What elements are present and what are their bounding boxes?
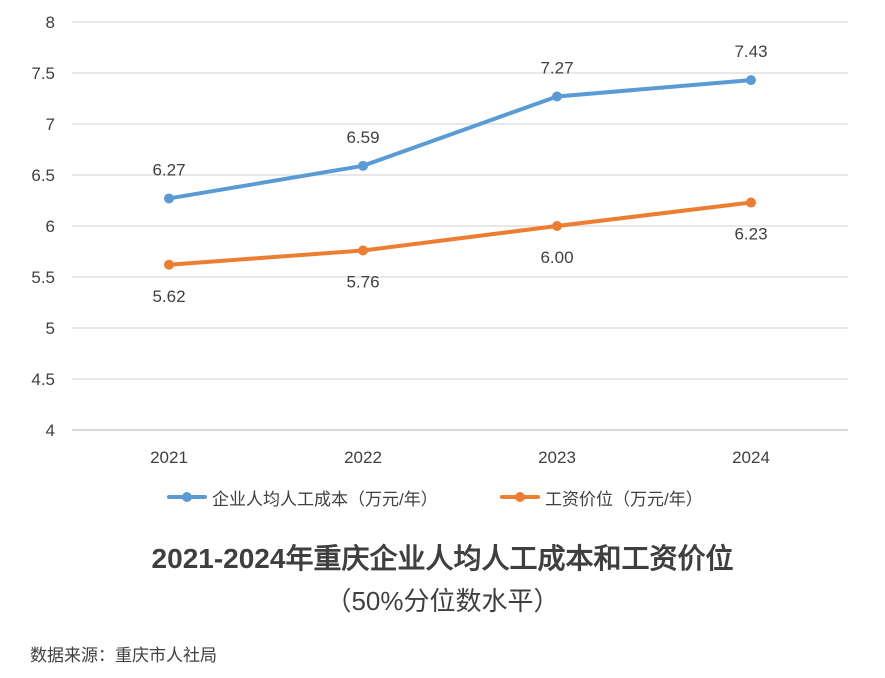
legend-marker-wage-level <box>500 486 540 508</box>
data-label: 6.27 <box>152 160 185 179</box>
x-tick-label: 2021 <box>150 448 188 467</box>
x-tick-label: 2022 <box>344 448 382 467</box>
y-tick-label: 7 <box>46 115 55 134</box>
data-label: 5.62 <box>152 287 185 306</box>
data-label: 7.43 <box>734 42 767 61</box>
x-tick-label: 2024 <box>732 448 770 467</box>
y-tick-label: 5 <box>46 319 55 338</box>
legend-label-labor-cost: 企业人均人工成本（万元/年） <box>212 489 438 509</box>
axis-labels: 8 7.5 7 6.5 6 5.5 5 4.5 4 2021 2022 2023 2024 <box>31 13 770 467</box>
data-label: 5.76 <box>346 272 379 291</box>
data-labels: 6.27 6.59 7.27 7.43 5.62 5.76 6.00 6.23 <box>152 42 767 306</box>
data-label: 6.00 <box>540 248 573 267</box>
data-point <box>552 221 562 231</box>
chart-title: 2021-2024年重庆企业人均人工成本和工资价位 <box>151 543 734 574</box>
y-tick-label: 6 <box>46 217 55 236</box>
data-point <box>164 193 174 204</box>
chart-subtitle: （50%分位数水平） <box>325 586 560 616</box>
legend-label-wage-level: 工资价位（万元/年） <box>545 489 703 509</box>
data-label: 6.23 <box>734 225 767 244</box>
series <box>164 75 756 270</box>
data-label: 6.59 <box>346 128 379 147</box>
y-tick-label: 4.5 <box>31 370 55 389</box>
series-line-0 <box>167 78 753 201</box>
gridlines <box>72 21 848 431</box>
source-note: 数据来源：重庆市人社局 <box>30 646 217 665</box>
data-point <box>746 75 756 86</box>
y-tick-label: 5.5 <box>31 268 55 287</box>
y-tick-label: 8 <box>46 13 55 32</box>
x-tick-label: 2023 <box>538 448 576 467</box>
data-point <box>746 197 756 208</box>
legend-item-wage-level: 工资价位（万元/年） <box>500 486 703 509</box>
series-line-1 <box>167 200 753 267</box>
data-point <box>358 245 368 256</box>
y-tick-label: 7.5 <box>31 64 55 83</box>
data-label: 7.27 <box>540 58 573 77</box>
data-point <box>164 259 174 270</box>
legend-item-labor-cost: 企业人均人工成本（万元/年） <box>167 486 438 509</box>
data-point <box>358 160 368 171</box>
y-tick-label: 4 <box>46 421 55 440</box>
legend-marker-labor-cost <box>167 486 207 508</box>
data-point <box>552 91 562 102</box>
y-tick-label: 6.5 <box>31 166 55 185</box>
